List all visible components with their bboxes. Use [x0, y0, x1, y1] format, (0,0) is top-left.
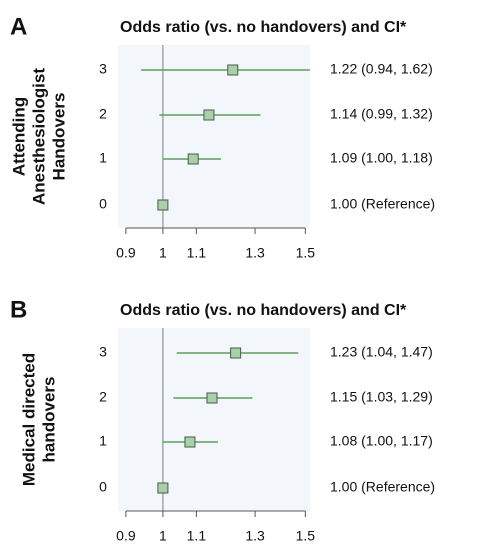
value-label: 1.08 (1.00, 1.17) [330, 433, 433, 449]
y-tick-label: 3 [99, 61, 107, 77]
y-axis-label: Attending [9, 97, 28, 176]
panel-letter: A [10, 13, 27, 40]
plot-area [118, 45, 310, 228]
y-tick-label: 1 [99, 433, 107, 449]
point-estimate [203, 109, 215, 121]
x-tick-label: 1.3 [245, 528, 265, 544]
chart-title: Odds ratio (vs. no handovers) and CI* [120, 19, 407, 36]
value-label: 1.15 (1.03, 1.29) [330, 389, 433, 405]
point-estimate [230, 347, 242, 359]
point-estimate [206, 392, 218, 404]
y-axis-label: Handovers [49, 93, 68, 181]
value-label: 1.00 (Reference) [330, 479, 435, 495]
x-tick-label: 0.9 [116, 528, 136, 544]
y-tick-label: 2 [99, 389, 107, 405]
x-tick-label: 1 [159, 528, 167, 544]
x-tick-label: 0.9 [116, 245, 136, 261]
y-axis-label: Anesthesiologist [29, 68, 48, 205]
point-estimate [227, 64, 239, 76]
y-tick-label: 1 [99, 150, 107, 166]
panel: B Odds ratio (vs. no handovers) and CI* Me… [10, 296, 435, 543]
value-label: 1.09 (1.00, 1.18) [330, 150, 433, 166]
value-label: 1.23 (1.04, 1.47) [330, 344, 433, 360]
value-label: 1.22 (0.94, 1.62) [330, 61, 433, 77]
y-tick-label: 0 [99, 479, 107, 495]
panel-letter: B [10, 296, 27, 323]
y-tick-label: 0 [99, 196, 107, 212]
x-tick-label: 1.1 [187, 245, 207, 261]
point-estimate [184, 436, 196, 448]
y-axis-label: Medical directed [19, 353, 38, 486]
value-label: 1.00 (Reference) [330, 196, 435, 212]
plot-area [118, 328, 310, 511]
panel: A Odds ratio (vs. no handovers) and CI* At… [9, 13, 435, 260]
point-estimate [157, 482, 169, 494]
chart-title: Odds ratio (vs. no handovers) and CI* [120, 302, 407, 319]
x-tick-label: 1 [159, 245, 167, 261]
x-tick-label: 1.5 [296, 528, 316, 544]
y-axis-label: handovers [39, 377, 58, 463]
y-tick-label: 2 [99, 106, 107, 122]
point-estimate [187, 153, 199, 165]
x-tick-label: 1.1 [187, 528, 207, 544]
point-estimate [157, 199, 169, 211]
x-tick-label: 1.5 [296, 245, 316, 261]
x-tick-label: 1.3 [245, 245, 265, 261]
value-label: 1.14 (0.99, 1.32) [330, 106, 433, 122]
y-tick-label: 3 [99, 344, 107, 360]
